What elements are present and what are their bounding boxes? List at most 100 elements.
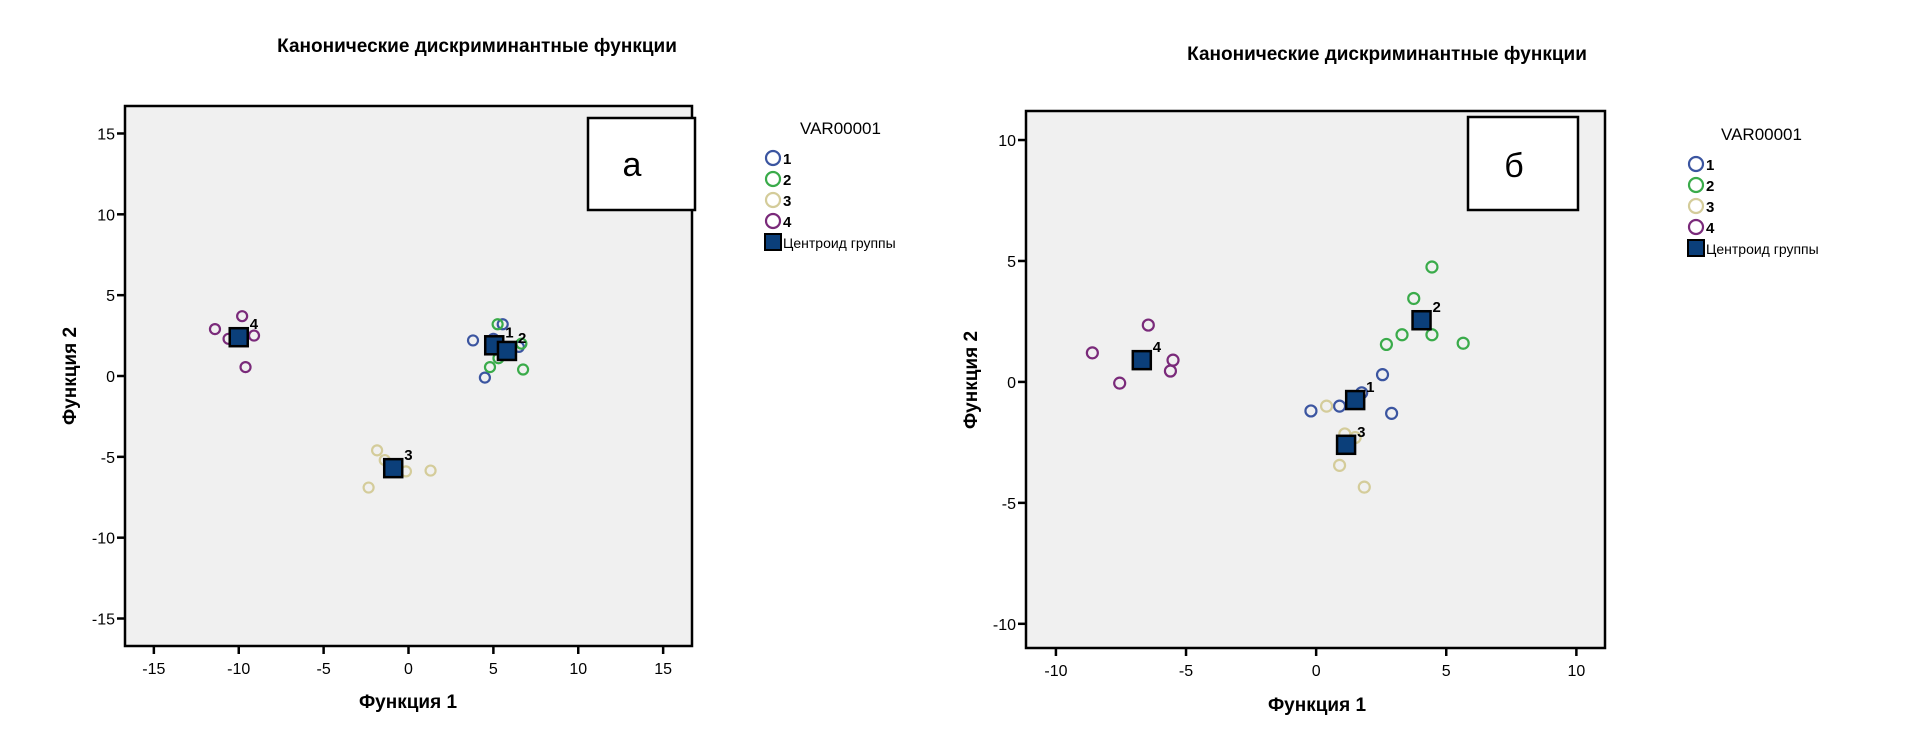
legend-marker-group-4 xyxy=(1687,218,1705,236)
data-point-group-2 xyxy=(516,363,530,376)
y-tick-label: 0 xyxy=(1007,375,1016,392)
centroid-label: 1 xyxy=(505,324,513,341)
data-point-group-3 xyxy=(362,481,375,494)
centroid-group-3 xyxy=(382,457,404,479)
x-tick-label: -5 xyxy=(1179,663,1193,680)
data-point-group-4 xyxy=(1163,364,1178,378)
data-point-group-3 xyxy=(1319,399,1334,413)
y-tick-label: -10 xyxy=(993,617,1016,634)
data-point-group-2 xyxy=(1395,328,1409,342)
data-point-group-1 xyxy=(1304,404,1318,418)
chart-title: Канонические дискриминантные функции xyxy=(1187,44,1587,65)
data-point-group-3 xyxy=(370,444,384,457)
legend-marker-group-2 xyxy=(764,170,782,188)
data-point-group-1 xyxy=(478,371,491,384)
data-point-group-4 xyxy=(239,361,252,374)
centroid-label: 3 xyxy=(1357,424,1365,441)
x-axis-label: Функция 1 xyxy=(359,692,457,713)
data-point-group-4 xyxy=(1113,376,1127,390)
x-tick-label: 5 xyxy=(489,661,498,678)
data-point-group-1 xyxy=(496,318,509,331)
data-point-group-2 xyxy=(1456,336,1470,350)
y-axis-label: Функция 2 xyxy=(961,331,982,429)
data-point-group-1 xyxy=(1385,406,1399,420)
chart-panel-a: Канонические дискриминантные функции а Ф… xyxy=(60,36,896,713)
data-point-group-4 xyxy=(236,310,249,323)
centroid-group-2 xyxy=(1411,309,1432,331)
data-point-group-2 xyxy=(1379,337,1394,352)
centroid-label: 4 xyxy=(250,316,259,333)
legend-marker-group-3 xyxy=(764,191,782,209)
legend-entry: Центроид группы xyxy=(783,235,896,251)
centroid-label: 2 xyxy=(518,330,526,347)
centroid-label: 3 xyxy=(404,447,412,464)
x-tick-label: -5 xyxy=(317,661,331,678)
panel-label-box xyxy=(1466,115,1580,212)
centroid-label: 1 xyxy=(1366,379,1374,396)
panel-label: б xyxy=(1504,147,1523,185)
x-tick-label: 0 xyxy=(1312,663,1321,680)
y-tick-label: -5 xyxy=(101,450,115,467)
legend-entry: 3 xyxy=(1706,199,1714,216)
y-tick-label: 15 xyxy=(97,126,115,143)
legend-marker-centroid xyxy=(764,233,782,251)
x-axis-label: Функция 1 xyxy=(1268,695,1366,716)
y-tick-label: 5 xyxy=(106,288,115,305)
legend-marker-group-1 xyxy=(1687,155,1705,173)
legend-entry: 4 xyxy=(783,214,792,231)
legend-marker-group-1 xyxy=(764,149,782,167)
centroid-group-1 xyxy=(1344,389,1366,411)
data-point-group-2 xyxy=(491,318,504,331)
data-point-group-4 xyxy=(1141,318,1155,332)
data-point-group-4 xyxy=(208,323,222,336)
legend-title: VAR00001 xyxy=(800,119,881,138)
data-point-group-1 xyxy=(466,334,480,347)
data-point-group-2 xyxy=(1407,291,1421,306)
data-point-group-3 xyxy=(1332,458,1347,472)
axis-ticks: -10 -5 0 5 10 -10 -5 0 5 10 xyxy=(993,133,1586,680)
centroid-group-2 xyxy=(496,340,518,362)
y-tick-label: 10 xyxy=(97,207,115,224)
y-axis-label: Функция 2 xyxy=(60,327,81,425)
y-tick-label: -5 xyxy=(1002,496,1016,513)
x-tick-label: 5 xyxy=(1442,663,1451,680)
legend-marker-centroid xyxy=(1687,239,1705,257)
chart-title: Канонические дискриминантные функции xyxy=(277,36,677,57)
panel-label: а xyxy=(623,146,642,184)
x-tick-label: 15 xyxy=(654,661,672,678)
legend: VAR00001 1 2 3 4 Центроид группы xyxy=(1687,125,1819,257)
centroid-group-4 xyxy=(1131,349,1153,371)
legend-entry: 2 xyxy=(1706,178,1714,195)
y-tick-label: 5 xyxy=(1007,254,1016,271)
x-tick-label: -15 xyxy=(142,661,165,678)
legend-entry: 1 xyxy=(783,151,791,168)
legend-entry: Центроид группы xyxy=(1706,241,1819,257)
data-point-group-4 xyxy=(247,329,261,342)
axis-ticks: -15 -10 -5 0 5 10 15 -15 -10 -5 0 5 10 15 xyxy=(92,126,672,678)
legend-entry: 1 xyxy=(1706,157,1714,174)
x-tick-label: 10 xyxy=(569,661,587,678)
legend-entry: 2 xyxy=(783,172,791,189)
y-tick-label: 10 xyxy=(998,133,1016,150)
legend-marker-group-4 xyxy=(764,212,782,230)
x-tick-label: 10 xyxy=(1567,663,1585,680)
data-point-group-3 xyxy=(424,464,437,477)
data-point-group-1 xyxy=(1375,368,1390,382)
centroid-group-3 xyxy=(1335,434,1357,456)
y-tick-label: -15 xyxy=(92,612,115,629)
centroid-label: 2 xyxy=(1433,299,1441,316)
centroid-group-4 xyxy=(228,326,249,348)
centroid-label: 4 xyxy=(1153,339,1162,356)
data-point-group-2 xyxy=(1425,328,1439,342)
legend: VAR00001 1 2 3 4 Центроид группы xyxy=(764,119,896,251)
data-point-group-2 xyxy=(1425,260,1439,274)
legend-marker-group-2 xyxy=(1687,176,1705,194)
legend-title: VAR00001 xyxy=(1721,125,1802,144)
chart-panel-b: Канонические дискриминантные функции б Ф… xyxy=(961,44,1819,716)
y-tick-label: 0 xyxy=(106,369,115,386)
legend-entry: 3 xyxy=(783,193,791,210)
data-point-group-2 xyxy=(483,361,497,374)
data-point-group-3 xyxy=(1357,480,1371,494)
